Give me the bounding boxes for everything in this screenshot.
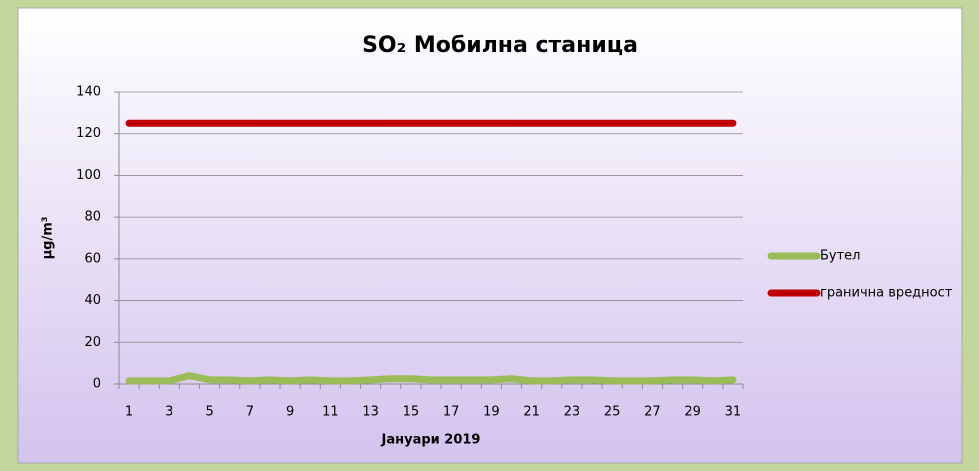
x-tick-label: 5 bbox=[205, 405, 213, 420]
x-tick-label: 29 bbox=[684, 405, 701, 420]
legend-label: Бутел bbox=[820, 249, 861, 264]
y-tick-label: 120 bbox=[76, 126, 101, 141]
y-tick-label: 100 bbox=[76, 168, 101, 183]
x-tick-label: 27 bbox=[644, 405, 661, 420]
y-axis-label: µg/m³ bbox=[41, 217, 56, 260]
series-line bbox=[125, 372, 737, 385]
x-tick-label: 11 bbox=[322, 405, 339, 420]
legend-label: гранична вредност bbox=[820, 286, 953, 301]
x-tick-label: 7 bbox=[246, 405, 254, 420]
x-tick-label: 13 bbox=[362, 405, 379, 420]
x-tick-label: 19 bbox=[483, 405, 500, 420]
x-tick-label: 23 bbox=[564, 405, 581, 420]
x-tick-label: 9 bbox=[286, 405, 294, 420]
x-tick-label: 15 bbox=[403, 405, 420, 420]
y-tick-label: 20 bbox=[84, 335, 101, 350]
x-tick-label: 1 bbox=[125, 405, 133, 420]
y-tick-label: 0 bbox=[93, 377, 101, 392]
x-axis-label: Јануари 2019 bbox=[381, 433, 481, 448]
y-tick-label: 80 bbox=[84, 210, 101, 225]
y-tick-label: 60 bbox=[84, 251, 101, 266]
y-tick-label: 40 bbox=[84, 293, 101, 308]
x-tick-label: 17 bbox=[443, 405, 460, 420]
y-tick-label: 140 bbox=[76, 85, 101, 100]
x-tick-label: 25 bbox=[604, 405, 621, 420]
chart-area bbox=[17, 7, 963, 464]
x-tick-label: 21 bbox=[523, 405, 540, 420]
x-tick-label: 3 bbox=[165, 405, 173, 420]
x-tick-label: 31 bbox=[725, 405, 742, 420]
chart-title: SO₂ Мобилна станица bbox=[362, 33, 638, 58]
